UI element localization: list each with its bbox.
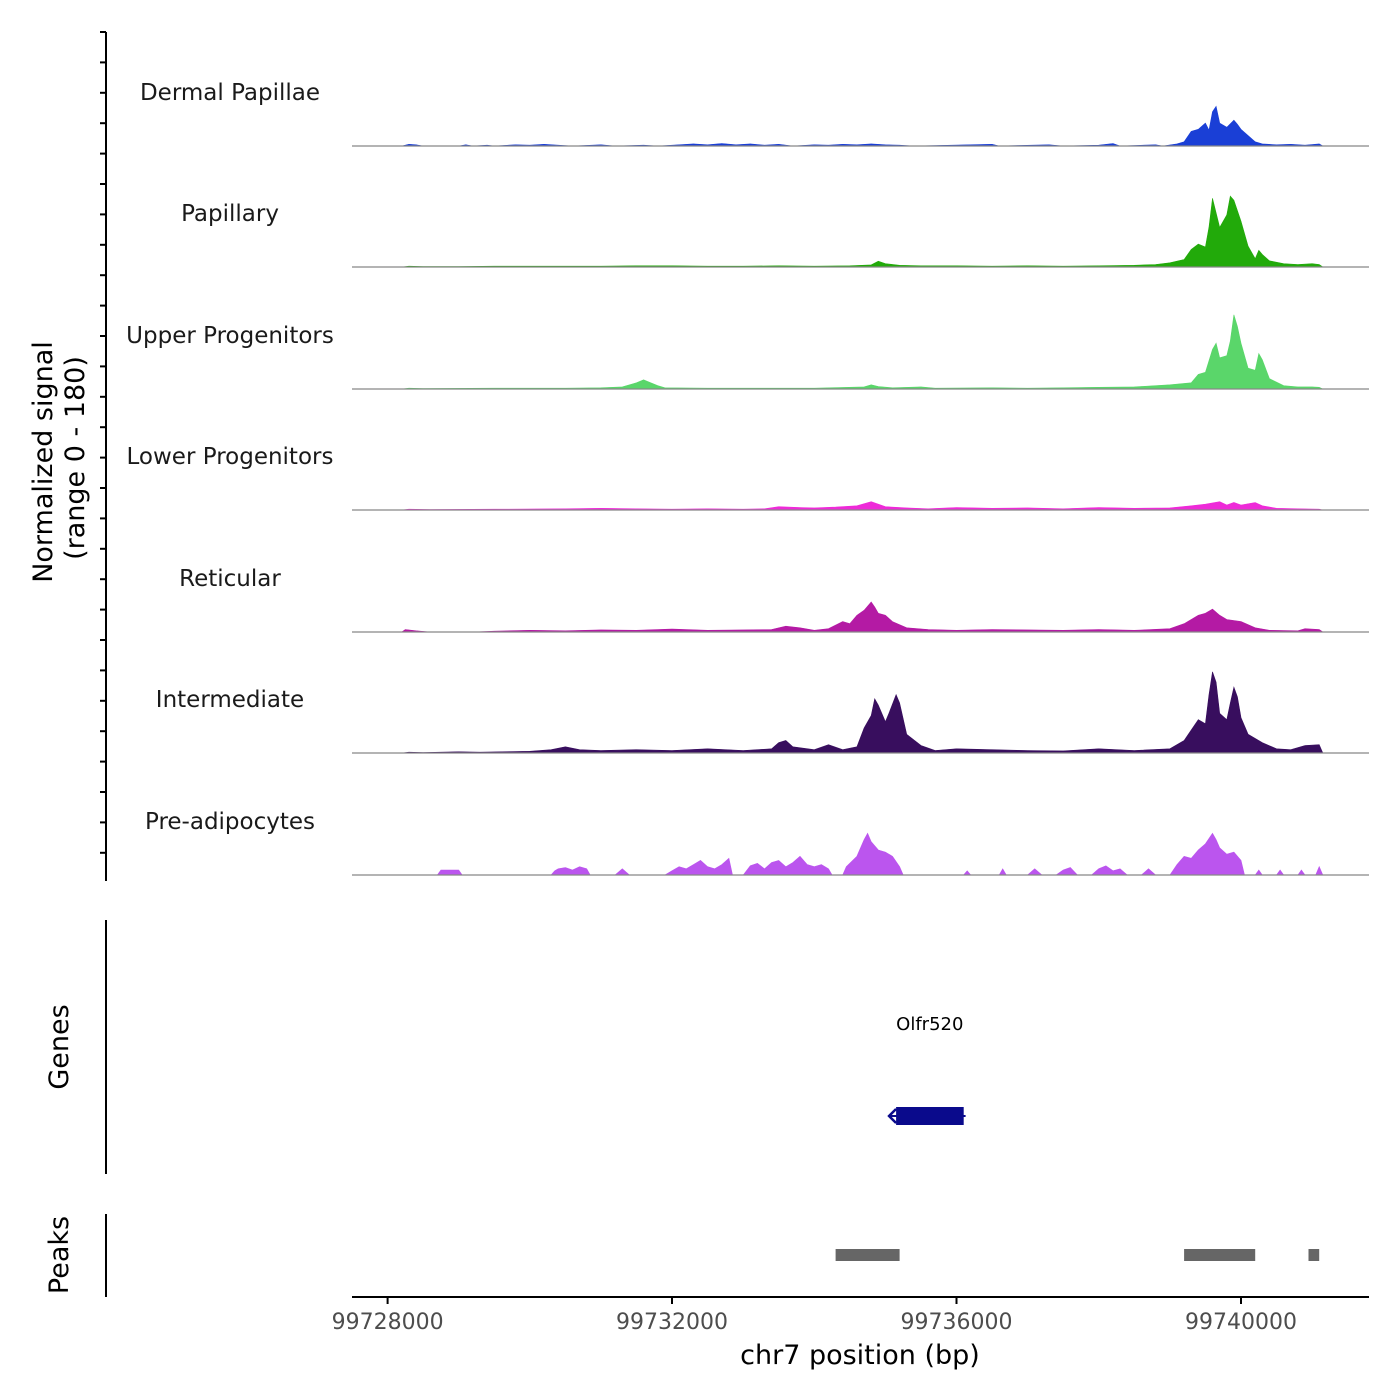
track-label-dermal-papillae: Dermal Papillae — [140, 80, 320, 106]
x-tick-label: 99728000 — [332, 1310, 444, 1335]
signal-y-axis-label: Normalized signal — [28, 341, 59, 583]
x-tick-label: 99732000 — [616, 1310, 728, 1335]
x-axis-label: chr7 position (bp) — [740, 1340, 980, 1371]
track-label-papillary: Papillary — [181, 201, 279, 227]
track-label-intermediate: Intermediate — [156, 687, 304, 713]
track-label-lower-progenitors: Lower Progenitors — [127, 444, 334, 470]
x-axis-ticks: 99728000 99732000 99736000 99740000 — [332, 1297, 1297, 1335]
track-label-reticular: Reticular — [179, 566, 281, 592]
coverage-area-pre-adipocytes — [436, 832, 1324, 876]
peak-bar — [835, 1249, 900, 1261]
gene-label: Olfr520 — [896, 1014, 963, 1035]
strand-arrow-icon — [887, 1108, 897, 1124]
gene-body — [896, 1107, 964, 1125]
x-tick-label: 99736000 — [901, 1310, 1013, 1335]
peak-regions — [835, 1249, 1320, 1261]
signal-y-axis-range: (range 0 - 180) — [60, 356, 91, 560]
coverage-area-upper-progenitors — [401, 314, 1323, 390]
peak-bar — [1184, 1249, 1256, 1261]
coverage-tracks: Dermal Papillae Papillary Upper Progenitor… — [126, 80, 1369, 876]
coverage-area-intermediate — [401, 671, 1324, 754]
coverage-area-papillary — [401, 195, 1324, 268]
x-tick-label: 99740000 — [1185, 1310, 1297, 1335]
genes-track-label: Genes — [44, 1004, 75, 1089]
track-label-pre-adipocytes: Pre-adipocytes — [145, 809, 315, 835]
peaks-track-label: Peaks — [44, 1216, 75, 1294]
gene-annotations: Olfr520 — [887, 1014, 966, 1125]
peak-bar — [1308, 1249, 1320, 1261]
coverage-area-dermal-papillae — [401, 105, 1324, 147]
coverage-area-lower-progenitors — [401, 501, 1323, 511]
coverage-area-reticular — [400, 601, 1324, 633]
signal-y-axis-ticks — [100, 31, 106, 854]
track-label-upper-progenitors: Upper Progenitors — [126, 323, 334, 349]
